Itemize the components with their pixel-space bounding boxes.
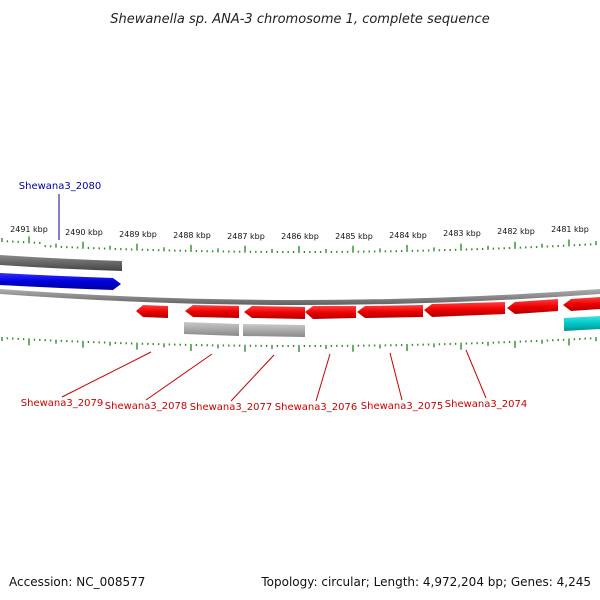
leader-line	[145, 353, 213, 401]
gene-shewana3-2077[interactable]	[244, 306, 305, 319]
gene-label-shewana3-2078[interactable]: Shewana3_2078	[105, 401, 187, 412]
gene-label-shewana3-2077[interactable]: Shewana3_2077	[190, 402, 272, 413]
scale-label: 2489 kbp	[119, 230, 157, 239]
gene-label-shewana3-2075[interactable]: Shewana3_2075	[361, 401, 443, 412]
scale-label: 2487 kbp	[227, 232, 265, 241]
map-title: Shewanella sp. ANA-3 chromosome 1, compl…	[110, 12, 489, 27]
leader-line	[61, 351, 152, 398]
scale-labels: 2491 kbp 2490 kbp 2489 kbp 2488 kbp 2487…	[10, 225, 589, 241]
gene-label-shewana3-2074[interactable]: Shewana3_2074	[445, 399, 527, 410]
label-leader-lines	[58, 194, 487, 402]
topology-summary: Topology: circular; Length: 4,972,204 bp…	[260, 575, 591, 589]
scale-label: 2483 kbp	[443, 229, 481, 238]
gene-shewana3-2075[interactable]	[357, 305, 423, 318]
gene-label-shewana3-2079[interactable]: Shewana3_2079	[21, 398, 103, 409]
chromosome-backbone	[0, 289, 600, 305]
scale-label: 2482 kbp	[497, 227, 535, 236]
gene-label-shewana3-2076[interactable]: Shewana3_2076	[275, 402, 357, 413]
gene-label-shewana3-2080[interactable]: Shewana3_2080	[19, 181, 101, 192]
inner-cyan-feature[interactable]	[564, 316, 600, 331]
leader-line	[389, 352, 403, 401]
gene-shewana3-2076[interactable]	[305, 306, 356, 319]
inner-gray-feature[interactable]	[243, 324, 305, 337]
leader-line	[230, 354, 275, 402]
scale-label: 2488 kbp	[173, 231, 211, 240]
outer-gray-feature[interactable]	[0, 255, 122, 271]
gene-shewana3-2078[interactable]	[185, 305, 239, 318]
accession-text: Accession: NC_008577	[9, 575, 145, 589]
leader-line	[465, 349, 487, 399]
scale-label: 2481 kbp	[551, 225, 589, 234]
gene-shewana3-2079[interactable]	[136, 305, 168, 318]
scale-label: 2485 kbp	[335, 232, 373, 241]
scale-label: 2491 kbp	[10, 225, 48, 234]
gene-shewana3-2074[interactable]	[424, 302, 505, 317]
gene-next-1[interactable]	[507, 299, 558, 314]
lower-scale-ticks	[1, 337, 597, 352]
leader-line	[315, 353, 331, 402]
scale-label: 2484 kbp	[389, 231, 427, 240]
scale-label: 2490 kbp	[65, 228, 103, 237]
gene-next-2[interactable]	[563, 297, 600, 311]
gene-shewana3-2080[interactable]	[0, 273, 121, 290]
scale-label: 2486 kbp	[281, 232, 319, 241]
upper-scale-ticks	[1, 236, 597, 253]
inner-gray-feature[interactable]	[184, 322, 239, 336]
